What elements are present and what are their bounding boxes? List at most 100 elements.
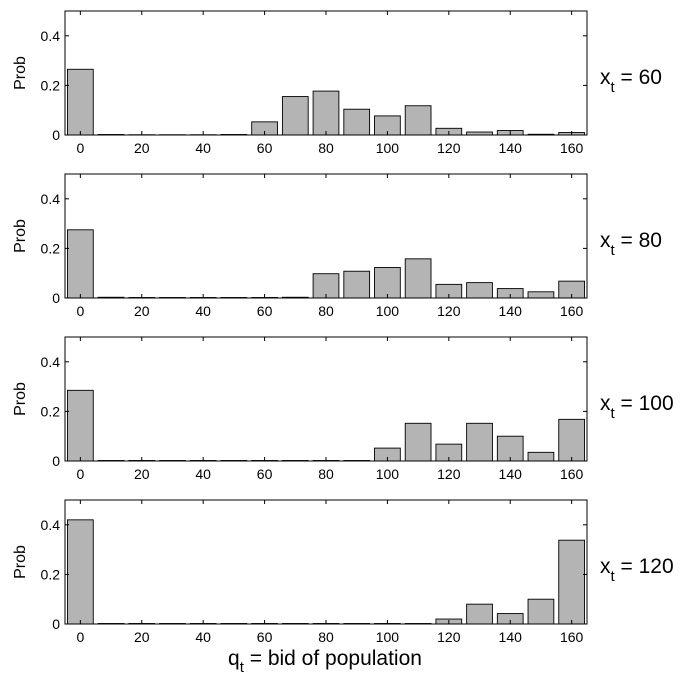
bar-130 xyxy=(466,282,493,299)
y-axis-label: Prob xyxy=(12,56,29,90)
bar-90 xyxy=(343,270,371,299)
x-tick-label: 80 xyxy=(318,303,334,319)
panel-2: 0 20 40 60 80 100 120 140 160 0 0.2 0.4 Prob xt = 80 xyxy=(12,173,662,319)
x-tick-label: 0 xyxy=(76,466,84,482)
x-tick-label: 20 xyxy=(134,629,150,645)
y-tick-label: 0 xyxy=(52,453,60,469)
x-tick-label: 160 xyxy=(560,303,584,319)
condition-sub: t xyxy=(611,405,616,422)
bar-80 xyxy=(312,90,340,136)
x-axis-label: qt = bid of population xyxy=(228,647,422,676)
x-tick-label: 160 xyxy=(560,466,584,482)
y-axis-label: Prob xyxy=(12,382,29,416)
condition-sub: t xyxy=(611,568,616,585)
axes-box xyxy=(64,499,588,625)
bar-110 xyxy=(404,422,432,462)
x-tick-label: 120 xyxy=(437,466,461,482)
x-tick-label: 40 xyxy=(195,303,211,319)
x-tick-label: 60 xyxy=(257,466,273,482)
bar-160 xyxy=(558,418,585,462)
x-tick-label: 40 xyxy=(195,466,211,482)
y-tick-label: 0.4 xyxy=(41,28,61,44)
x-tick-label: 120 xyxy=(437,303,461,319)
x-tick-label: 80 xyxy=(318,140,334,156)
x-tick-label: 60 xyxy=(257,629,273,645)
x-tick-label: 60 xyxy=(257,303,273,319)
y-tick-label: 0.2 xyxy=(41,240,61,256)
x-tick-label: 40 xyxy=(195,140,211,156)
bar-150 xyxy=(527,291,555,299)
condition-rest: = 120 xyxy=(615,555,674,578)
y-tick-label: 0 xyxy=(52,127,60,143)
x-tick-label: 80 xyxy=(318,629,334,645)
y-tick-label: 0 xyxy=(52,616,60,632)
bar-110 xyxy=(404,105,432,136)
x-tick-label: 100 xyxy=(376,140,400,156)
x-tick-label: 140 xyxy=(499,140,523,156)
x-tick-label: 60 xyxy=(257,140,273,156)
condition-main: x xyxy=(600,66,611,89)
x-tick-label: 20 xyxy=(134,140,150,156)
condition-main: x xyxy=(600,392,611,415)
x-tick-label: 80 xyxy=(318,466,334,482)
x-tick-label: 160 xyxy=(560,140,584,156)
condition-main: x xyxy=(600,555,611,578)
panel-condition-label: xt = 100 xyxy=(600,392,674,422)
bar-150 xyxy=(527,451,555,462)
bar-0 xyxy=(67,389,94,462)
bar-90 xyxy=(343,108,371,136)
bar-130 xyxy=(466,603,493,625)
x-tick-label: 140 xyxy=(499,629,523,645)
condition-sub: t xyxy=(611,242,616,259)
panel-4: 0 20 40 60 80 100 120 140 160 0 0.2 0.4 Prob xt = 120 xyxy=(12,499,674,645)
condition-sub: t xyxy=(611,79,616,96)
x-axis-label-main: q xyxy=(228,647,240,670)
bar-110 xyxy=(404,258,432,299)
y-tick-label: 0.2 xyxy=(41,403,61,419)
x-tick-label: 100 xyxy=(376,303,400,319)
bar-70 xyxy=(281,96,309,136)
panel-3: 0 20 40 60 80 100 120 140 160 0 0.2 0.4 Prob xt = 100 xyxy=(12,336,674,482)
y-tick-label: 0.4 xyxy=(41,517,61,533)
x-tick-label: 140 xyxy=(499,466,523,482)
x-axis-label-rest: = bid of population xyxy=(244,647,422,670)
x-axis-label-sub: t xyxy=(240,659,245,676)
panel-condition-label: xt = 120 xyxy=(600,555,674,585)
bar-0 xyxy=(67,229,94,299)
panel-condition-label: xt = 80 xyxy=(600,229,662,259)
bar-130 xyxy=(466,422,493,462)
y-axis-label: Prob xyxy=(12,219,29,253)
bar-160 xyxy=(558,539,585,625)
x-tick-label: 40 xyxy=(195,629,211,645)
condition-rest: = 100 xyxy=(615,392,674,415)
condition-rest: = 80 xyxy=(615,229,662,252)
y-tick-label: 0.2 xyxy=(41,566,61,582)
bar-140 xyxy=(496,435,524,462)
panel-1: 0 20 40 60 80 100 120 140 160 0 0.2 0.4 Prob xt = 60 xyxy=(12,10,662,156)
bar-100 xyxy=(374,267,401,299)
x-tick-label: 0 xyxy=(76,140,84,156)
x-tick-label: 160 xyxy=(560,629,584,645)
x-tick-label: 120 xyxy=(437,629,461,645)
x-tick-label: 20 xyxy=(134,303,150,319)
bar-0 xyxy=(67,519,94,625)
x-tick-label: 140 xyxy=(499,303,523,319)
bar-0 xyxy=(67,68,94,136)
condition-rest: = 60 xyxy=(615,66,662,89)
y-tick-label: 0 xyxy=(52,290,60,306)
x-tick-label: 0 xyxy=(76,303,84,319)
y-tick-label: 0.2 xyxy=(41,77,61,93)
y-tick-label: 0.4 xyxy=(41,354,61,370)
x-tick-label: 20 xyxy=(134,466,150,482)
y-tick-label: 0.4 xyxy=(41,191,61,207)
condition-main: x xyxy=(600,229,611,252)
y-axis-label: Prob xyxy=(12,545,29,579)
x-tick-label: 0 xyxy=(76,629,84,645)
x-tick-label: 120 xyxy=(437,140,461,156)
panel-condition-label: xt = 60 xyxy=(600,66,662,96)
x-tick-label: 100 xyxy=(376,466,400,482)
bar-150 xyxy=(527,598,555,625)
x-tick-label: 100 xyxy=(376,629,400,645)
